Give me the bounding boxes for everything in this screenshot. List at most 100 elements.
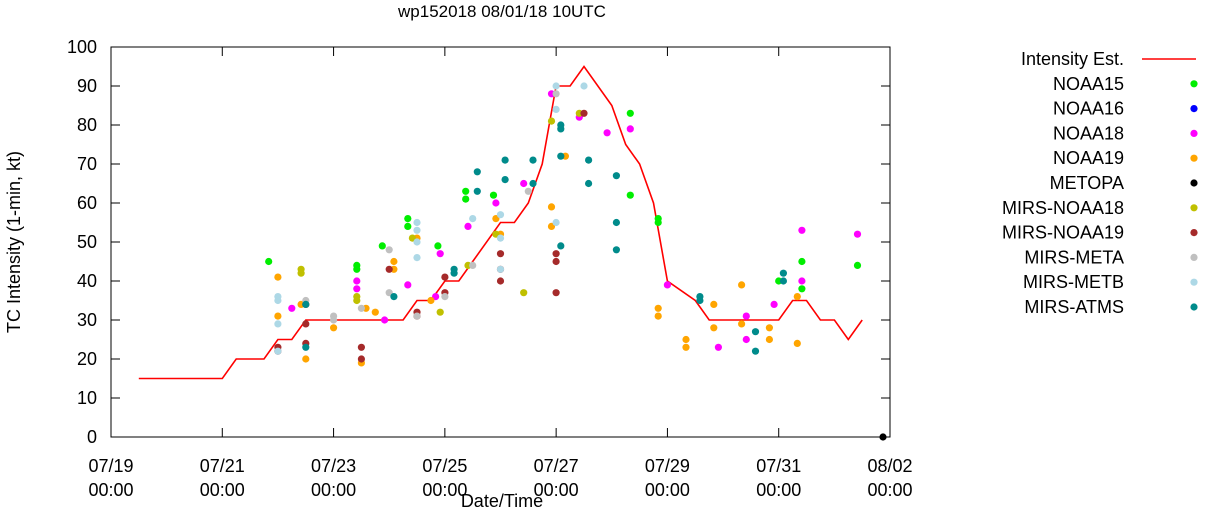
chart-title: wp152018 08/01/18 10UTC <box>397 2 606 21</box>
legend-swatch-mirs-noaa19 <box>1190 229 1198 237</box>
point-mirs-noaa19 <box>357 343 365 351</box>
point-mirs-meta <box>385 246 393 254</box>
x-tick-label-time: 00:00 <box>422 480 467 500</box>
point-mirs-metb <box>469 215 477 223</box>
legend-swatch-mirs-atms <box>1190 303 1198 311</box>
point-mirs-metb <box>552 218 560 227</box>
point-noaa18 <box>626 125 634 133</box>
point-mirs-noaa19 <box>496 277 505 285</box>
y-tick-label: 100 <box>67 37 97 57</box>
point-noaa18 <box>353 285 361 293</box>
point-mirs-metb <box>552 105 560 113</box>
point-mirs-atms <box>501 156 509 164</box>
x-tick-label-time: 00:00 <box>88 480 133 500</box>
point-noaa15 <box>654 218 662 227</box>
point-noaa19 <box>330 324 338 332</box>
point-noaa18 <box>492 199 500 207</box>
x-tick-label-date: 07/25 <box>422 456 467 476</box>
point-mirs-noaa19 <box>552 257 560 266</box>
point-mirs-atms <box>302 300 310 308</box>
point-mirs-atms <box>390 293 398 301</box>
point-noaa18 <box>742 335 750 344</box>
point-mirs-metb <box>274 320 282 328</box>
point-noaa19 <box>793 339 801 347</box>
y-tick-label: 70 <box>77 154 97 174</box>
point-mirs-noaa18 <box>436 308 444 316</box>
point-mirs-metb <box>496 234 505 242</box>
legend-swatch-noaa18 <box>1190 129 1198 137</box>
point-noaa19 <box>371 308 379 316</box>
point-metopa <box>879 433 887 441</box>
point-mirs-metb <box>413 218 421 227</box>
point-noaa18 <box>742 312 750 320</box>
legend-swatch-mirs-meta <box>1190 253 1198 261</box>
x-tick-label-time: 00:00 <box>756 480 801 500</box>
legend-swatch-mirs-noaa18 <box>1190 204 1198 212</box>
x-tick-label-time: 00:00 <box>534 480 579 500</box>
point-noaa15 <box>404 222 412 230</box>
point-mirs-noaa18 <box>547 117 556 125</box>
x-tick-label-time: 00:00 <box>200 480 245 500</box>
point-mirs-noaa18 <box>297 269 305 277</box>
point-mirs-atms <box>529 179 537 188</box>
point-noaa15 <box>798 257 806 266</box>
point-noaa15 <box>404 215 412 223</box>
legend-swatch-noaa15 <box>1190 80 1198 88</box>
point-mirs-atms <box>557 242 565 250</box>
point-mirs-metb <box>413 238 421 246</box>
point-mirs-metb <box>580 82 588 90</box>
legend-label-intensity-est-: Intensity Est. <box>1021 49 1124 69</box>
point-noaa19 <box>682 343 690 351</box>
point-noaa15 <box>265 257 273 266</box>
point-mirs-metb <box>274 296 282 305</box>
point-noaa18 <box>288 304 296 312</box>
point-mirs-atms <box>557 152 565 160</box>
x-tick-label-time: 00:00 <box>645 480 690 500</box>
legend-label-mirs-meta: MIRS-META <box>1024 247 1124 267</box>
point-noaa18 <box>520 179 528 188</box>
point-noaa19 <box>302 355 310 363</box>
point-noaa19 <box>793 293 801 301</box>
point-noaa18 <box>798 226 806 234</box>
point-mirs-meta <box>441 293 449 301</box>
x-tick-label-date: 07/27 <box>534 456 579 476</box>
point-noaa18 <box>381 316 389 324</box>
point-noaa18 <box>603 129 611 137</box>
point-mirs-meta <box>469 261 477 269</box>
legend: Intensity Est. NOAA15 NOAA16 NOAA18 NOAA19 ME… <box>1002 49 1198 317</box>
x-tick-label-date: 07/23 <box>311 456 356 476</box>
y-tick-label: 0 <box>87 427 97 447</box>
y-tick-label: 90 <box>77 76 97 96</box>
point-noaa19 <box>390 257 398 266</box>
point-noaa18 <box>770 300 778 308</box>
point-mirs-meta <box>357 304 365 312</box>
point-mirs-atms <box>585 156 593 164</box>
point-noaa18 <box>404 281 412 289</box>
point-noaa15 <box>462 187 470 195</box>
point-noaa19 <box>547 203 556 211</box>
point-noaa15 <box>489 191 498 199</box>
plot-area: 0 10 20 30 40 50 60 70 80 90 100 07/19 00:00 07/21 00:… <box>67 37 913 500</box>
point-mirs-noaa19 <box>552 289 560 297</box>
point-mirs-atms <box>612 172 621 180</box>
legend-swatch-noaa16 <box>1190 105 1198 113</box>
point-noaa15 <box>434 242 442 250</box>
y-axis-label: TC Intensity (1-min, kt) <box>4 151 24 333</box>
point-mirs-atms <box>751 347 760 355</box>
legend-swatch-mirs-metb <box>1190 278 1198 286</box>
point-noaa18 <box>714 343 723 351</box>
point-mirs-noaa19 <box>496 250 505 258</box>
point-mirs-noaa19 <box>385 265 393 273</box>
point-noaa18 <box>464 222 472 230</box>
y-tick-label: 80 <box>77 115 97 135</box>
point-noaa19 <box>654 304 662 312</box>
point-mirs-atms <box>696 296 704 305</box>
legend-label-noaa16: NOAA16 <box>1053 99 1124 119</box>
x-tick-label-time: 00:00 <box>311 480 356 500</box>
point-noaa18 <box>853 230 862 238</box>
point-mirs-atms <box>529 156 537 164</box>
y-tick-label: 10 <box>77 388 97 408</box>
point-mirs-atms <box>473 187 481 195</box>
point-noaa19 <box>738 281 746 289</box>
